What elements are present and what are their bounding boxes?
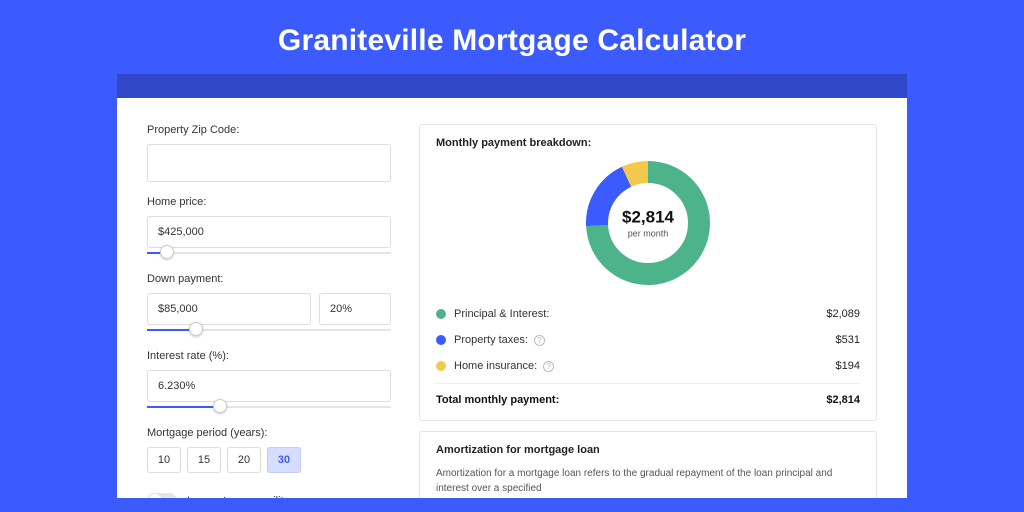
interest-input[interactable] xyxy=(147,370,391,402)
down-payment-label: Down payment: xyxy=(147,273,391,285)
zip-input[interactable] xyxy=(147,144,391,182)
info-icon[interactable]: ? xyxy=(543,361,554,372)
total-row: Total monthly payment: $2,814 xyxy=(436,383,860,406)
legend-label: Property taxes: xyxy=(454,334,528,346)
period-field: Mortgage period (years): 10152030 xyxy=(147,427,391,473)
amortization-title: Amortization for mortgage loan xyxy=(436,444,860,456)
total-value: $2,814 xyxy=(826,394,860,406)
amortization-body: Amortization for a mortgage loan refers … xyxy=(436,466,860,496)
legend-value: $194 xyxy=(836,360,860,372)
period-option-30[interactable]: 30 xyxy=(267,447,301,473)
info-icon[interactable]: ? xyxy=(534,335,545,346)
legend-row: Property taxes:? $531 xyxy=(436,327,860,353)
period-option-10[interactable]: 10 xyxy=(147,447,181,473)
period-option-15[interactable]: 15 xyxy=(187,447,221,473)
period-option-20[interactable]: 20 xyxy=(227,447,261,473)
calculator-panel: Property Zip Code: Home price: Down paym… xyxy=(117,98,907,498)
breakdown-title: Monthly payment breakdown: xyxy=(436,137,860,149)
veteran-row: I am veteran or military xyxy=(147,493,391,498)
interest-field: Interest rate (%): xyxy=(147,350,391,413)
donut-chart: $2,814 per month xyxy=(586,161,710,285)
donut-center-sub: per month xyxy=(622,229,674,239)
legend-swatch xyxy=(436,309,446,319)
legend-label: Home insurance: xyxy=(454,360,537,372)
interest-label: Interest rate (%): xyxy=(147,350,391,362)
veteran-toggle[interactable] xyxy=(147,493,177,498)
legend-swatch xyxy=(436,361,446,371)
legend-swatch xyxy=(436,335,446,345)
veteran-label: I am veteran or military xyxy=(187,495,299,498)
home-price-slider[interactable] xyxy=(147,247,391,259)
amortization-card: Amortization for mortgage loan Amortizat… xyxy=(419,431,877,498)
page-title: Graniteville Mortgage Calculator xyxy=(0,0,1024,74)
down-payment-input[interactable] xyxy=(147,293,311,325)
total-label: Total monthly payment: xyxy=(436,394,559,406)
home-price-label: Home price: xyxy=(147,196,391,208)
home-price-input[interactable] xyxy=(147,216,391,248)
home-price-field: Home price: xyxy=(147,196,391,259)
interest-slider[interactable] xyxy=(147,401,391,413)
down-payment-pct-input[interactable] xyxy=(319,293,391,325)
zip-field: Property Zip Code: xyxy=(147,124,391,182)
results-column: Monthly payment breakdown: $2,814 per mo… xyxy=(419,124,877,488)
legend-value: $531 xyxy=(836,334,860,346)
inputs-column: Property Zip Code: Home price: Down paym… xyxy=(147,124,391,488)
legend-label: Principal & Interest: xyxy=(454,308,549,320)
breakdown-card: Monthly payment breakdown: $2,814 per mo… xyxy=(419,124,877,421)
legend-row: Principal & Interest: $2,089 xyxy=(436,301,860,327)
zip-label: Property Zip Code: xyxy=(147,124,391,136)
period-label: Mortgage period (years): xyxy=(147,427,391,439)
donut-center-amount: $2,814 xyxy=(622,208,674,228)
legend-value: $2,089 xyxy=(826,308,860,320)
down-payment-field: Down payment: xyxy=(147,273,391,336)
down-payment-slider[interactable] xyxy=(147,324,391,336)
legend-row: Home insurance:? $194 xyxy=(436,353,860,379)
